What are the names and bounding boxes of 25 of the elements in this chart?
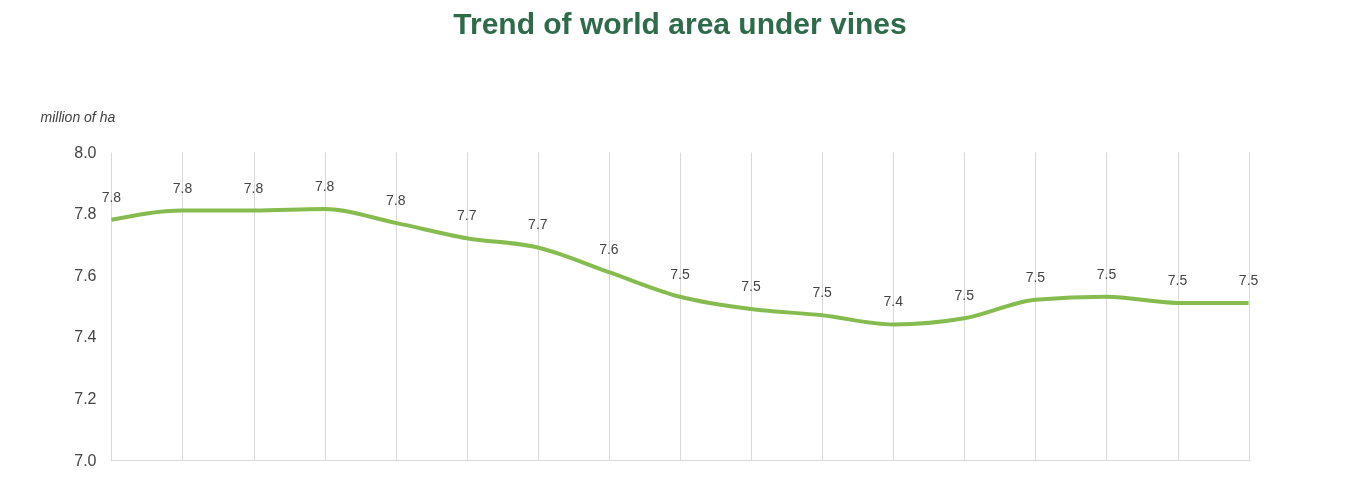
data-label: 7.5 [1025, 268, 1046, 285]
data-label: 7.6 [599, 241, 619, 258]
data-label: 7.5 [670, 265, 690, 282]
data-label: 7.5 [1096, 265, 1117, 282]
data-label: 7.7 [528, 216, 548, 233]
data-label: 7.8 [101, 188, 122, 205]
data-label: 7.5 [1167, 271, 1188, 288]
data-label: 7.5 [812, 284, 833, 301]
data-label: 7.4 [883, 293, 904, 310]
y-tick-label: 7.8 [74, 205, 97, 223]
y-tick-label: 7.0 [74, 451, 97, 469]
y-tick-label: 8.0 [74, 143, 97, 161]
data-label: 7.8 [314, 177, 335, 194]
data-label: 7.5 [741, 278, 762, 295]
data-label: 7.5 [954, 287, 975, 304]
data-label: 7.8 [172, 179, 193, 196]
y-tick-label: 7.2 [74, 389, 97, 407]
y-axis-title: million of ha [40, 108, 116, 125]
y-tick-label: 7.4 [74, 328, 97, 346]
data-label: 7.5 [1238, 271, 1259, 288]
data-label: 7.8 [385, 191, 406, 208]
y-tick-label: 7.6 [74, 266, 97, 284]
data-label: 7.8 [243, 179, 264, 196]
data-label: 7.7 [457, 207, 477, 224]
chart-title: Trend of world area under vines [453, 7, 907, 40]
